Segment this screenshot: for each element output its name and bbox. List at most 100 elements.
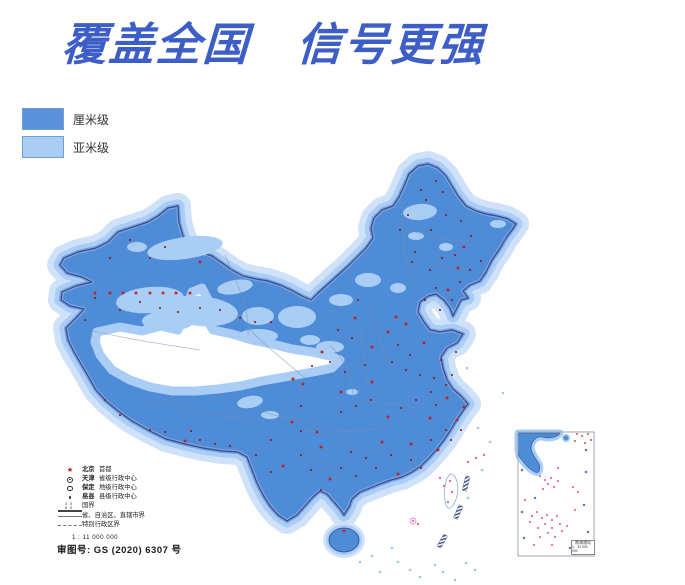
city-marker	[219, 309, 221, 311]
inset-coverage-dark	[517, 432, 561, 473]
inset-island-dot	[538, 535, 542, 539]
city-marker	[310, 469, 312, 471]
centimeter-level-swatch	[22, 108, 64, 130]
city-marker	[375, 467, 377, 469]
sea-island-dot	[480, 468, 484, 472]
city-marker	[190, 430, 192, 432]
sea-island-dot	[464, 561, 468, 565]
city-marker	[270, 439, 272, 441]
city-marker	[445, 214, 447, 216]
sea-island-dot	[378, 570, 382, 574]
legend-row-prefecture: 保定 地级行政中心	[58, 484, 208, 493]
prefecture-capital-icon	[67, 485, 73, 492]
city-marker	[441, 257, 443, 259]
city-marker	[370, 399, 372, 401]
city-marker	[430, 229, 432, 231]
sea-island-dot	[466, 496, 470, 500]
inset-red-mark	[587, 433, 589, 435]
capital-marker	[320, 350, 324, 354]
city-marker	[397, 344, 399, 346]
inset-blue-mark	[533, 496, 537, 500]
legend-city-name: 北京	[82, 466, 95, 474]
inset-island-dot	[523, 498, 527, 502]
inset-blue-mark	[584, 448, 588, 452]
sea-island-dot	[408, 568, 412, 572]
offshore-island-dot	[466, 460, 470, 464]
city-marker	[425, 199, 427, 201]
city-marker	[177, 311, 179, 313]
city-marker	[411, 261, 413, 263]
province-boundaries	[89, 199, 471, 481]
national-border-line-icon	[58, 510, 82, 512]
city-marker	[470, 235, 472, 237]
legend-desc: 县级行政中心	[99, 493, 137, 501]
coverage-legend-row-cm: 厘米级	[22, 108, 109, 130]
city-marker	[410, 459, 412, 461]
capital-marker	[370, 380, 374, 384]
city-marker	[454, 254, 456, 256]
inset-island-dot	[540, 516, 544, 520]
inset-island-dot	[555, 514, 559, 518]
capital-marker	[404, 322, 408, 326]
city-marker	[430, 439, 432, 441]
city-marker	[414, 251, 416, 253]
city-marker	[109, 257, 111, 259]
city-marker	[455, 351, 457, 353]
inset-blue-mark	[522, 536, 526, 540]
city-marker	[451, 374, 453, 376]
city-marker	[84, 319, 86, 321]
inset-island-dot	[545, 513, 549, 517]
city-marker	[435, 404, 437, 406]
inset-label-box: 南海诸岛 1：32 000 000	[571, 540, 595, 555]
inset-island-dot	[536, 526, 540, 530]
city-marker	[439, 309, 441, 311]
city-marker	[255, 454, 257, 456]
taiwan-island	[444, 473, 459, 509]
sea-island-dot	[433, 563, 437, 567]
capital-marker	[161, 291, 165, 295]
inset-blue-marks	[520, 448, 590, 550]
city-marker	[159, 307, 161, 309]
capital-marker	[386, 415, 390, 419]
city-marker	[350, 451, 352, 453]
city-marker	[405, 369, 407, 371]
city-marker	[94, 297, 96, 299]
county-seat-icon	[68, 496, 72, 499]
offshore-island-dot	[416, 522, 420, 526]
inset-island-dot	[535, 510, 539, 514]
sea-island-dot	[488, 440, 492, 444]
city-marker	[459, 281, 461, 283]
inset-island-dot	[560, 529, 564, 533]
inset-island-dots	[523, 466, 580, 547]
city-marker	[199, 307, 201, 309]
sea-island-dot	[444, 366, 448, 370]
km-marks: 40 80	[64, 501, 76, 510]
offshore-island-dot	[446, 500, 450, 504]
inset-island-dot	[550, 543, 554, 547]
capital-marker	[108, 291, 112, 295]
city-marker	[435, 180, 437, 182]
city-marker	[164, 431, 166, 433]
legend-row-province-border: 省、自治区、直辖市界	[58, 512, 208, 521]
city-marker	[300, 454, 302, 456]
city-marker	[469, 269, 471, 271]
city-marker	[270, 471, 272, 473]
city-marker	[390, 454, 392, 456]
inset-island-dot	[558, 522, 562, 526]
inset-island-dot	[576, 490, 580, 494]
offshore-island-dots	[411, 453, 486, 526]
capital-marker	[370, 345, 374, 349]
city-marker	[149, 429, 151, 431]
city-marker	[460, 429, 462, 431]
capital-marker	[134, 291, 138, 295]
city-marker	[391, 361, 393, 363]
legend-desc: 省级行政中心	[99, 475, 137, 483]
city-marker	[460, 220, 462, 222]
capital-marker	[291, 377, 295, 381]
capital-marker	[394, 315, 398, 319]
legend-row-capital: ★ 北京 首都	[58, 466, 208, 475]
legend-city-name: 天津	[82, 475, 95, 483]
sea-island-dot	[441, 570, 445, 574]
sea-island-dot	[390, 546, 394, 550]
